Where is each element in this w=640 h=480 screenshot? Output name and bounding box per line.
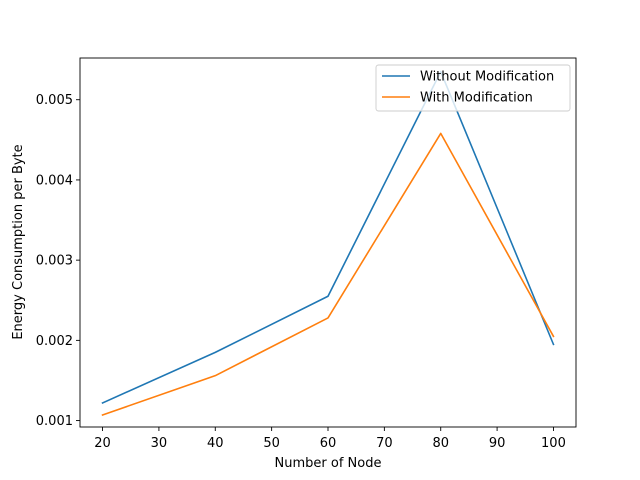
y-axis-label: Energy Consumption per Byte — [11, 144, 26, 339]
legend-box — [375, 64, 571, 112]
series-line-2 — [101, 132, 555, 416]
x-tick-label: 90 — [489, 436, 506, 451]
y-tick-label: 0.005 — [36, 93, 73, 108]
x-tick-label: 30 — [151, 436, 168, 451]
x-tick-label: 50 — [263, 436, 280, 451]
y-tick-label: 0.002 — [36, 334, 73, 349]
series-line-1 — [101, 70, 555, 404]
x-tick-label: 40 — [207, 436, 224, 451]
x-tick-label: 100 — [541, 436, 566, 451]
y-tick-label: 0.001 — [36, 414, 73, 429]
x-axis-label: Number of Node — [275, 456, 382, 471]
x-tick-label: 20 — [94, 436, 111, 451]
series-group — [101, 70, 555, 416]
legend: Without Modification With Modification — [375, 64, 571, 112]
y-tick-label: 0.004 — [36, 173, 73, 188]
plot-background — [80, 58, 576, 427]
x-tick-label: 70 — [376, 436, 393, 451]
legend-entry-2: With Modification — [420, 91, 533, 106]
x-axis-ticks: 20 30 40 50 60 70 80 90 100 — [94, 427, 566, 451]
legend-entry-1: Without Modification — [420, 70, 554, 85]
x-tick-label: 60 — [320, 436, 337, 451]
y-axis-ticks: 0.001 0.002 0.003 0.004 0.005 — [36, 93, 80, 429]
plot-area — [80, 58, 576, 427]
y-tick-label: 0.003 — [36, 254, 73, 269]
x-tick-label: 80 — [432, 436, 449, 451]
